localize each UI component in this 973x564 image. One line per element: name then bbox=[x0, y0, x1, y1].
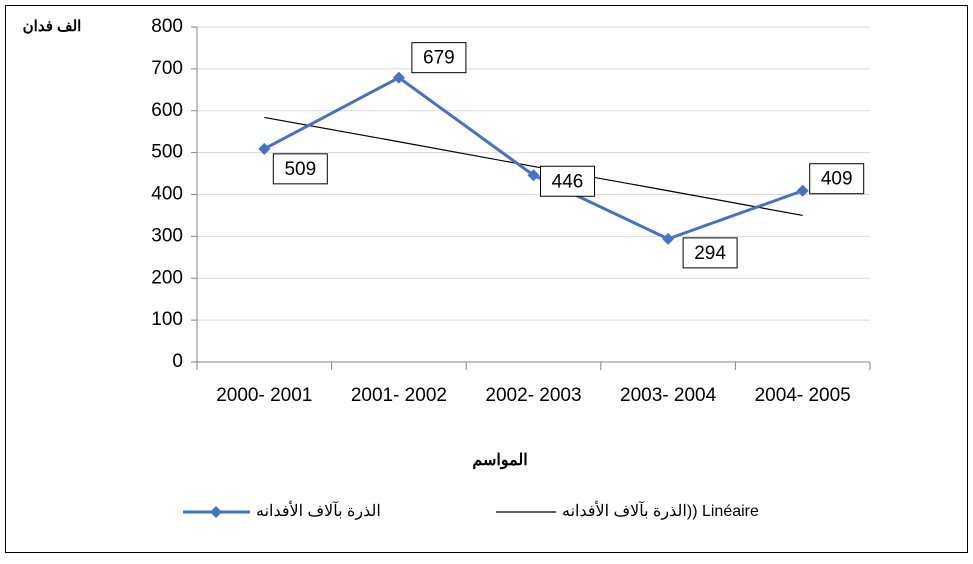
chart-border bbox=[5, 5, 968, 553]
data-marker bbox=[796, 184, 809, 197]
data-label-box bbox=[272, 153, 328, 185]
data-label-box bbox=[411, 42, 467, 74]
x-axis-title: المواسم bbox=[472, 452, 527, 470]
data-label-box bbox=[809, 163, 865, 195]
data-label: 679 bbox=[423, 48, 455, 69]
y-tick-label: 800 bbox=[151, 16, 183, 37]
data-marker bbox=[392, 71, 405, 84]
data-label: 409 bbox=[821, 169, 853, 190]
data-label: 446 bbox=[552, 171, 584, 192]
data-marker bbox=[258, 142, 271, 155]
y-tick-label: 500 bbox=[151, 142, 183, 163]
y-tick-label: 300 bbox=[151, 225, 183, 246]
y-tick-label: 600 bbox=[151, 100, 183, 121]
legend-marker bbox=[210, 506, 222, 518]
trend-line bbox=[264, 116, 803, 217]
x-tick-label: 2002- 2003 bbox=[485, 385, 581, 406]
x-tick-label: 2000- 2001 bbox=[216, 385, 312, 406]
y-tick-label: 200 bbox=[151, 267, 183, 288]
y-tick-label: 700 bbox=[151, 58, 183, 79]
legend-label: الذرة بآلاف الأفدانه bbox=[256, 500, 381, 520]
data-label: 509 bbox=[284, 159, 316, 180]
y-unit-label: الف فدان bbox=[23, 18, 82, 35]
x-tick-label: 2003- 2004 bbox=[620, 385, 717, 406]
y-tick-label: 0 bbox=[172, 351, 183, 372]
y-tick-label: 400 bbox=[151, 184, 183, 205]
data-label-box bbox=[540, 165, 595, 197]
data-label: 294 bbox=[694, 243, 726, 264]
data-label-box bbox=[682, 237, 738, 269]
x-tick-label: 2001- 2002 bbox=[351, 385, 447, 406]
data-marker bbox=[662, 232, 675, 245]
x-tick-label: 2004- 2005 bbox=[755, 385, 851, 406]
data-marker bbox=[527, 169, 540, 182]
legend-label: الذرة بآلاف الأفدانه)) Linéaire bbox=[562, 500, 759, 520]
y-tick-label: 100 bbox=[151, 309, 183, 330]
